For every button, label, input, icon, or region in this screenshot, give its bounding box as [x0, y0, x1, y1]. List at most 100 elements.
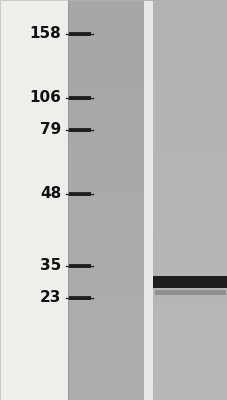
Bar [152, 355, 227, 360]
Bar [152, 365, 227, 370]
Bar [152, 120, 227, 125]
Bar [68, 385, 143, 390]
Bar [68, 200, 143, 205]
Bar [68, 25, 143, 30]
Bar [68, 350, 143, 355]
Bar [68, 270, 143, 275]
Bar [152, 280, 227, 285]
Bar [68, 275, 143, 280]
Bar [152, 255, 227, 260]
Bar [68, 15, 143, 20]
Bar [152, 95, 227, 100]
Bar [68, 315, 143, 320]
Bar [152, 170, 227, 175]
Bar [68, 195, 143, 200]
Bar [152, 160, 227, 165]
Bar [68, 150, 143, 155]
Bar [152, 105, 227, 110]
Bar [68, 100, 143, 105]
Bar [68, 305, 143, 310]
Bar [152, 285, 227, 290]
Bar [68, 310, 143, 315]
Bar [68, 375, 143, 380]
Bar [68, 0, 227, 400]
Bar [0, 0, 68, 400]
Bar [152, 330, 227, 335]
Bar [154, 290, 225, 295]
Bar [68, 90, 143, 95]
Bar [152, 30, 227, 35]
Bar [68, 220, 143, 225]
Bar [68, 85, 143, 90]
Bar [68, 160, 143, 165]
Bar [68, 105, 143, 110]
Bar [152, 75, 227, 80]
Bar [152, 290, 227, 295]
Bar [152, 180, 227, 185]
Bar [68, 365, 143, 370]
Bar [68, 345, 143, 350]
Bar [152, 205, 227, 210]
Bar [68, 296, 91, 300]
Bar [68, 50, 143, 55]
Bar [152, 100, 227, 105]
Bar [152, 5, 227, 10]
Bar [152, 25, 227, 30]
Bar [143, 0, 152, 400]
Bar [152, 80, 227, 85]
Bar [68, 360, 143, 365]
Bar [152, 85, 227, 90]
Bar [68, 95, 143, 100]
Bar [152, 225, 227, 230]
Bar [68, 75, 143, 80]
Bar [68, 390, 143, 395]
Bar [68, 210, 143, 215]
Bar [68, 325, 143, 330]
Bar [152, 165, 227, 170]
Bar [68, 175, 143, 180]
Bar [68, 60, 143, 65]
Bar [68, 165, 143, 170]
Bar [68, 20, 143, 25]
Bar [68, 70, 143, 75]
Bar [152, 145, 227, 150]
Bar [152, 0, 227, 5]
Bar [152, 395, 227, 400]
Bar [152, 140, 227, 145]
Bar [68, 320, 143, 325]
Bar [152, 15, 227, 20]
Bar [68, 335, 143, 340]
Bar [68, 380, 143, 385]
Bar [152, 310, 227, 315]
Bar [152, 150, 227, 155]
Bar [152, 240, 227, 245]
Bar [152, 210, 227, 215]
Bar [152, 265, 227, 270]
Bar [152, 130, 227, 135]
Bar [152, 230, 227, 235]
Bar [152, 360, 227, 365]
Bar [152, 260, 227, 265]
Bar [152, 110, 227, 115]
Bar [152, 276, 227, 288]
Bar [152, 300, 227, 305]
Bar [152, 380, 227, 385]
Bar [68, 110, 143, 115]
Bar [152, 190, 227, 195]
Bar [68, 264, 91, 268]
Bar [68, 340, 143, 345]
Bar [152, 245, 227, 250]
Bar [68, 170, 143, 175]
Bar [152, 70, 227, 75]
Bar [152, 10, 227, 15]
Bar [68, 265, 143, 270]
Bar [152, 345, 227, 350]
Bar [68, 135, 143, 140]
Text: 35: 35 [40, 258, 61, 274]
Bar [68, 300, 143, 305]
Bar [152, 115, 227, 120]
Bar [68, 130, 143, 135]
Bar [68, 355, 143, 360]
Bar [68, 10, 143, 15]
Bar [68, 0, 143, 5]
